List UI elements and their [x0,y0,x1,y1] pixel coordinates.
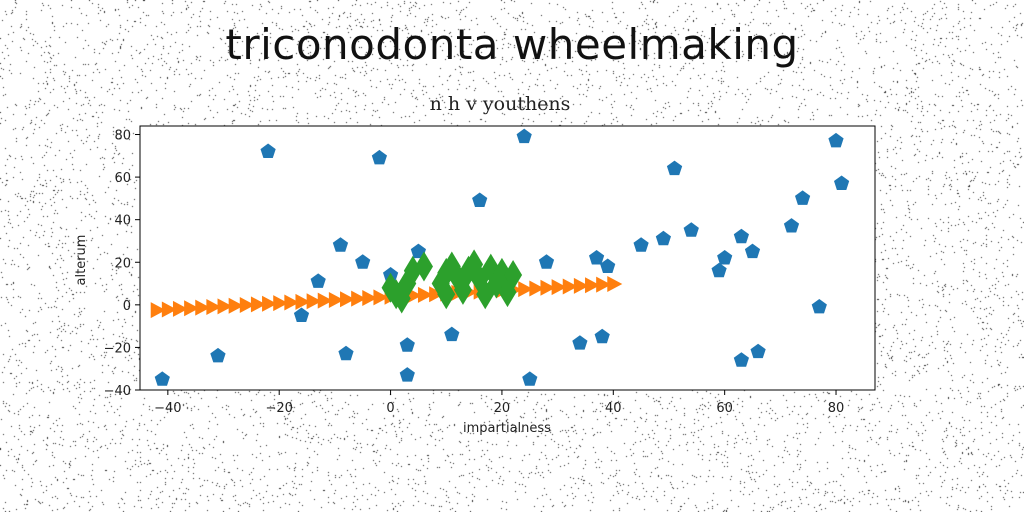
series-1-point [260,143,276,158]
series-2-point [206,298,222,315]
x-tick-label: 0 [386,401,394,416]
series-2-point [295,293,311,310]
series-2-point [317,292,333,309]
x-axis-label: impartialness [463,421,551,436]
series-1-point [332,237,349,252]
series-2-point [306,293,322,310]
series-1-point [538,254,555,269]
series-2-point [518,281,534,298]
series-2-point [573,277,589,294]
series-2-point [529,280,545,297]
series-2-point [429,286,445,303]
series-2-point [596,276,612,293]
series-1-point [783,218,800,233]
series-1-point [828,132,844,148]
x-tick-label: 60 [716,401,733,416]
series-2-point [217,298,233,315]
series-1-point [338,345,354,361]
series-3-point [504,260,523,291]
y-axis: −40 −20 0 20 40 60 80 [104,129,140,399]
series-2-point [284,294,300,311]
series-2-point [585,277,601,294]
series-1-point [472,192,488,207]
series-2-point [540,279,556,296]
series-1-point [371,149,387,165]
y-tick-label: 40 [114,214,131,229]
series-2-point [417,286,433,303]
y-tick-label: −20 [104,341,131,356]
series-1-point [399,367,415,382]
series-1-point [399,337,415,352]
series-1-point [750,343,766,359]
x-axis: −40 −20 0 20 40 60 80 [154,390,844,416]
series-2-point [273,295,289,312]
series-1-point [655,230,671,246]
series-1-point [516,128,532,144]
series-2-point [150,302,166,319]
series-1-point [711,262,727,278]
series-1-point [594,328,610,344]
x-tick-label: −20 [265,401,292,416]
series-2-point [228,297,244,314]
series-2-point [351,290,367,307]
series-1-point [572,335,588,350]
plot-area [140,126,875,390]
series-2-point [172,300,188,317]
y-axis-label: alterum [74,235,89,286]
series-3-point [437,279,456,310]
axes-frame [139,125,876,391]
series-1-point [795,190,811,205]
series-2-point [340,291,356,308]
series-2-point [195,299,211,316]
figure-title: triconodonta wheelmaking [225,20,799,69]
x-tick-label: 80 [828,401,845,416]
series-1-point [355,254,371,269]
series-1-point [154,371,170,386]
y-tick-label: 0 [123,299,131,314]
series-2-point [250,296,266,313]
chart-title: n h v youthens [430,93,571,115]
x-tick-label: 40 [605,401,622,416]
series-2-point [161,301,177,318]
series-2-point [373,289,389,306]
series-1-point [717,250,733,265]
series-2-point [239,297,255,314]
series-2-point [184,300,200,317]
series-1-point [666,160,683,176]
series-1-point [683,222,699,237]
series-1-point [310,273,326,288]
series-1-point [444,326,460,342]
series-3-point [414,251,433,282]
y-tick-label: −40 [104,384,131,399]
y-tick-label: 80 [114,129,131,144]
series-1-point [733,352,749,367]
series-1-point [633,237,649,252]
series-2-point [262,295,278,312]
series-1-point [834,175,850,190]
series-1-point [600,258,616,273]
series-1-point [293,307,310,322]
series-2-point [562,278,578,295]
series-2-point [607,275,623,292]
series-2-point [551,279,567,296]
series-1-point [589,250,605,265]
series-1-point [811,299,827,314]
series-1-point [744,243,761,259]
series-1-point [210,347,226,363]
series-1-point [733,228,749,244]
y-tick-label: 60 [114,171,131,186]
series-1-point [522,371,538,386]
y-tick-label: 20 [114,256,131,271]
x-tick-label: 20 [494,401,511,416]
series-2-point [328,291,344,308]
x-tick-label: −40 [154,401,181,416]
series-1-point [410,243,426,259]
series-2-point [362,290,378,307]
